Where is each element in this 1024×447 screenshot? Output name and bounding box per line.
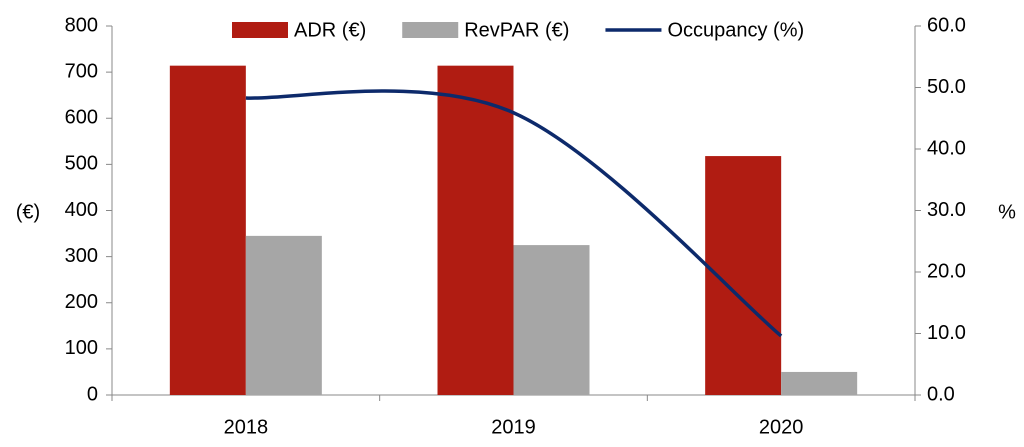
bar [437, 65, 514, 395]
bar [245, 235, 322, 395]
bar [781, 371, 858, 395]
y-tick-label: 0 [87, 383, 98, 405]
y-tick-label: 600 [65, 107, 98, 129]
y2-tick-label: 10.0 [927, 322, 966, 344]
legend-label: RevPAR (€) [464, 19, 569, 41]
y-tick-label: 100 [65, 337, 98, 359]
y-tick-label: 500 [65, 153, 98, 175]
x-tick-label: 2019 [491, 416, 536, 438]
legend-swatch [232, 22, 288, 38]
line [245, 89, 783, 338]
legend-label: Occupancy (%) [667, 19, 804, 41]
bar [169, 65, 246, 395]
y-axis-label: (€) [16, 201, 40, 223]
y2-tick-label: 20.0 [927, 260, 966, 282]
y-tick-label: 800 [65, 14, 98, 36]
legend-label: ADR (€) [294, 19, 366, 41]
x-tick-label: 2020 [759, 416, 804, 438]
x-tick-label: 2018 [224, 416, 269, 438]
y2-tick-label: 50.0 [927, 76, 966, 98]
y2-tick-label: 40.0 [927, 137, 966, 159]
y2-tick-label: 60.0 [927, 14, 966, 36]
y-tick-label: 700 [65, 60, 98, 82]
legend-swatch [402, 22, 459, 38]
y2-tick-label: 0.0 [927, 383, 955, 405]
bar [513, 245, 590, 395]
y-tick-label: 300 [65, 245, 98, 267]
y-tick-label: 200 [65, 291, 98, 313]
y-tick-label: 400 [65, 199, 98, 221]
y2-tick-label: 30.0 [927, 199, 966, 221]
y2-axis-label: % [998, 201, 1016, 223]
